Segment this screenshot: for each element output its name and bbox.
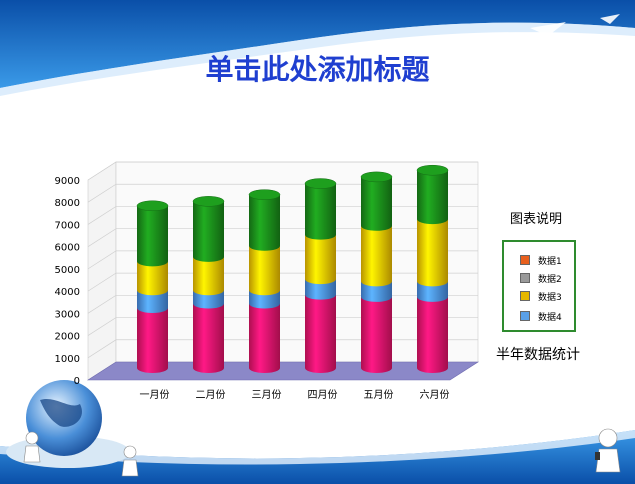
paper-plane-icon: [530, 14, 620, 36]
gridline: [87, 339, 478, 359]
legend-label-3: 数据3: [538, 293, 562, 303]
x-tick-label: 五月份: [364, 389, 394, 401]
bar-segment: [417, 170, 448, 225]
bar-segment: [137, 290, 168, 313]
x-tick-label: 一月份: [140, 389, 170, 401]
legend-title: 图表说明: [510, 212, 563, 227]
y-tick-label: 5000: [55, 265, 80, 276]
legend-label-2: 数据2: [538, 275, 562, 285]
y-tick-label: 3000: [55, 309, 80, 320]
bar-segment: [305, 183, 336, 240]
gridline: [87, 294, 478, 314]
top-banner: [0, 0, 635, 88]
gridline: [87, 183, 478, 203]
gridline: [87, 272, 478, 292]
bar-segment: [305, 234, 336, 285]
bar-top: [136, 200, 169, 212]
bar-segment: [137, 308, 168, 373]
x-tick-label: 三月份: [252, 389, 282, 401]
bar-segment: [361, 225, 392, 287]
y-tick-label: 9000: [55, 176, 80, 187]
y-tick-label: 2000: [55, 332, 80, 343]
bar-segment: [193, 290, 224, 309]
y-tick-label: 7000: [55, 220, 80, 231]
globe-icon: [6, 380, 130, 468]
gridline: [87, 161, 478, 181]
bar-segment: [361, 296, 392, 373]
bar-segment: [249, 290, 280, 309]
chart-side-wall: [87, 161, 117, 381]
bar-segment: [305, 279, 336, 300]
y-tick-label: 8000: [55, 198, 80, 209]
bar-segment: [305, 294, 336, 373]
legend-swatch-4: [520, 311, 530, 321]
bar-segment: [193, 256, 224, 296]
bar-segment: [417, 219, 448, 287]
chart-legend: 数据1 数据2 数据3 数据4: [502, 240, 576, 332]
bar-top: [304, 178, 337, 189]
bar-segment: [137, 205, 168, 267]
legend-swatch-2: [520, 273, 530, 283]
legend-label-4: 数据4: [538, 313, 562, 323]
x-tick-label: 六月份: [420, 389, 450, 401]
legend-swatch-3: [520, 291, 530, 301]
figure-with-phone-icon: [595, 428, 621, 473]
bar-top: [248, 189, 281, 200]
bottom-banner-highlight: [0, 430, 635, 465]
x-tick-label: 四月份: [308, 389, 338, 401]
slide-title[interactable]: 单击此处添加标题: [205, 53, 430, 86]
y-tick-label: 6000: [55, 243, 80, 254]
x-tick-label: 二月份: [196, 389, 226, 401]
figure-with-globe-icon: [23, 431, 139, 477]
bar-top: [360, 171, 393, 183]
chart-subtitle: 半年数据统计: [496, 347, 580, 363]
y-tick-label: 4000: [55, 287, 80, 298]
top-banner-highlight: [0, 22, 635, 97]
bar-segment: [193, 201, 224, 262]
bar-segment: [249, 245, 280, 296]
bar-segment: [417, 296, 448, 373]
legend-label-1: 数据1: [538, 257, 562, 267]
bottom-banner: [0, 430, 635, 484]
y-tick-label: 0: [74, 376, 80, 387]
bar-segment: [249, 303, 280, 373]
bar-top: [416, 164, 449, 176]
bar-segment: [361, 281, 392, 302]
gridline: [87, 317, 478, 336]
legend-swatch-1: [520, 255, 530, 265]
gridline: [87, 228, 478, 247]
bar-segment: [137, 261, 168, 296]
bar-segment: [361, 176, 392, 231]
bar-segment: [249, 194, 280, 251]
bar-top: [192, 196, 225, 207]
bar-segment: [417, 281, 448, 302]
gridline: [87, 250, 478, 270]
bar-segment: [193, 303, 224, 373]
y-tick-label: 1000: [55, 354, 80, 365]
gridline: [87, 206, 478, 225]
